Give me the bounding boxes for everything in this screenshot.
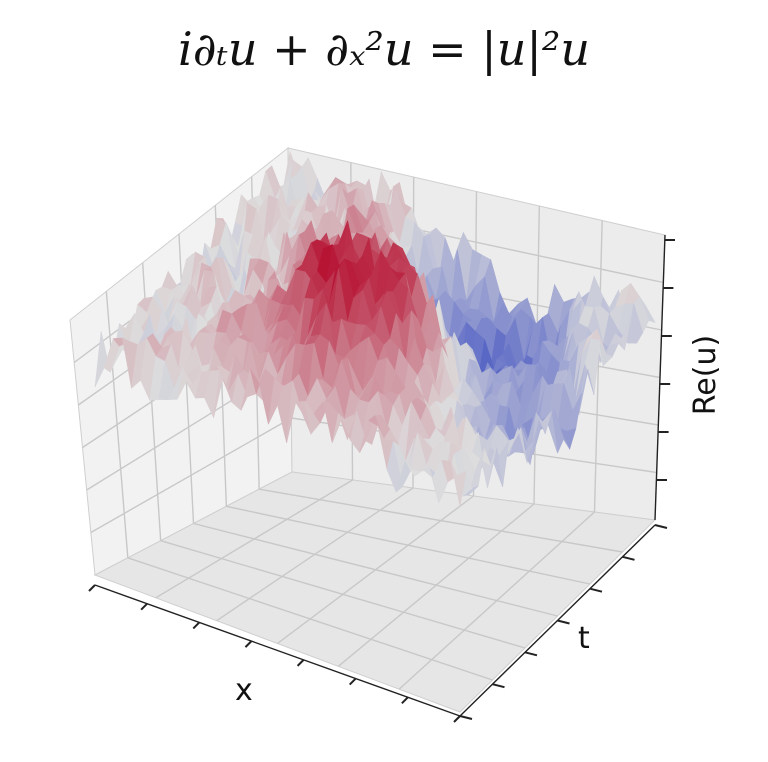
- t-tick: [459, 715, 473, 720]
- x-tick: [401, 696, 409, 704]
- x-tick: [140, 603, 148, 611]
- chart-title: i∂ₜu + ∂ₓ²u = |u|²u: [0, 22, 768, 76]
- z-axis-line: [654, 234, 666, 521]
- x-axis-line: [94, 584, 461, 717]
- t-tick: [654, 524, 668, 529]
- x-axis-label: x: [235, 673, 253, 708]
- t-axis-label: t: [578, 621, 590, 656]
- x-tick: [88, 584, 96, 592]
- t-axis-line: [459, 524, 656, 717]
- t-tick: [557, 619, 570, 625]
- title-text: i∂ₜu + ∂ₓ²u = |u|²u: [178, 22, 590, 76]
- gridline: [398, 511, 595, 690]
- x-tick: [349, 677, 357, 686]
- z-axis-label: Re(u): [688, 335, 723, 415]
- x-tick: [244, 640, 253, 648]
- gridline: [90, 417, 292, 534]
- x-tick: [453, 715, 461, 723]
- surface-cell: [450, 461, 467, 507]
- x-tick: [192, 621, 200, 630]
- t-tick: [524, 651, 538, 657]
- axis-ticks: [88, 239, 675, 723]
- t-tick: [622, 555, 635, 561]
- t-tick: [492, 683, 505, 689]
- surface: [94, 150, 656, 507]
- t-tick: [589, 587, 603, 593]
- x-tick: [296, 659, 305, 667]
